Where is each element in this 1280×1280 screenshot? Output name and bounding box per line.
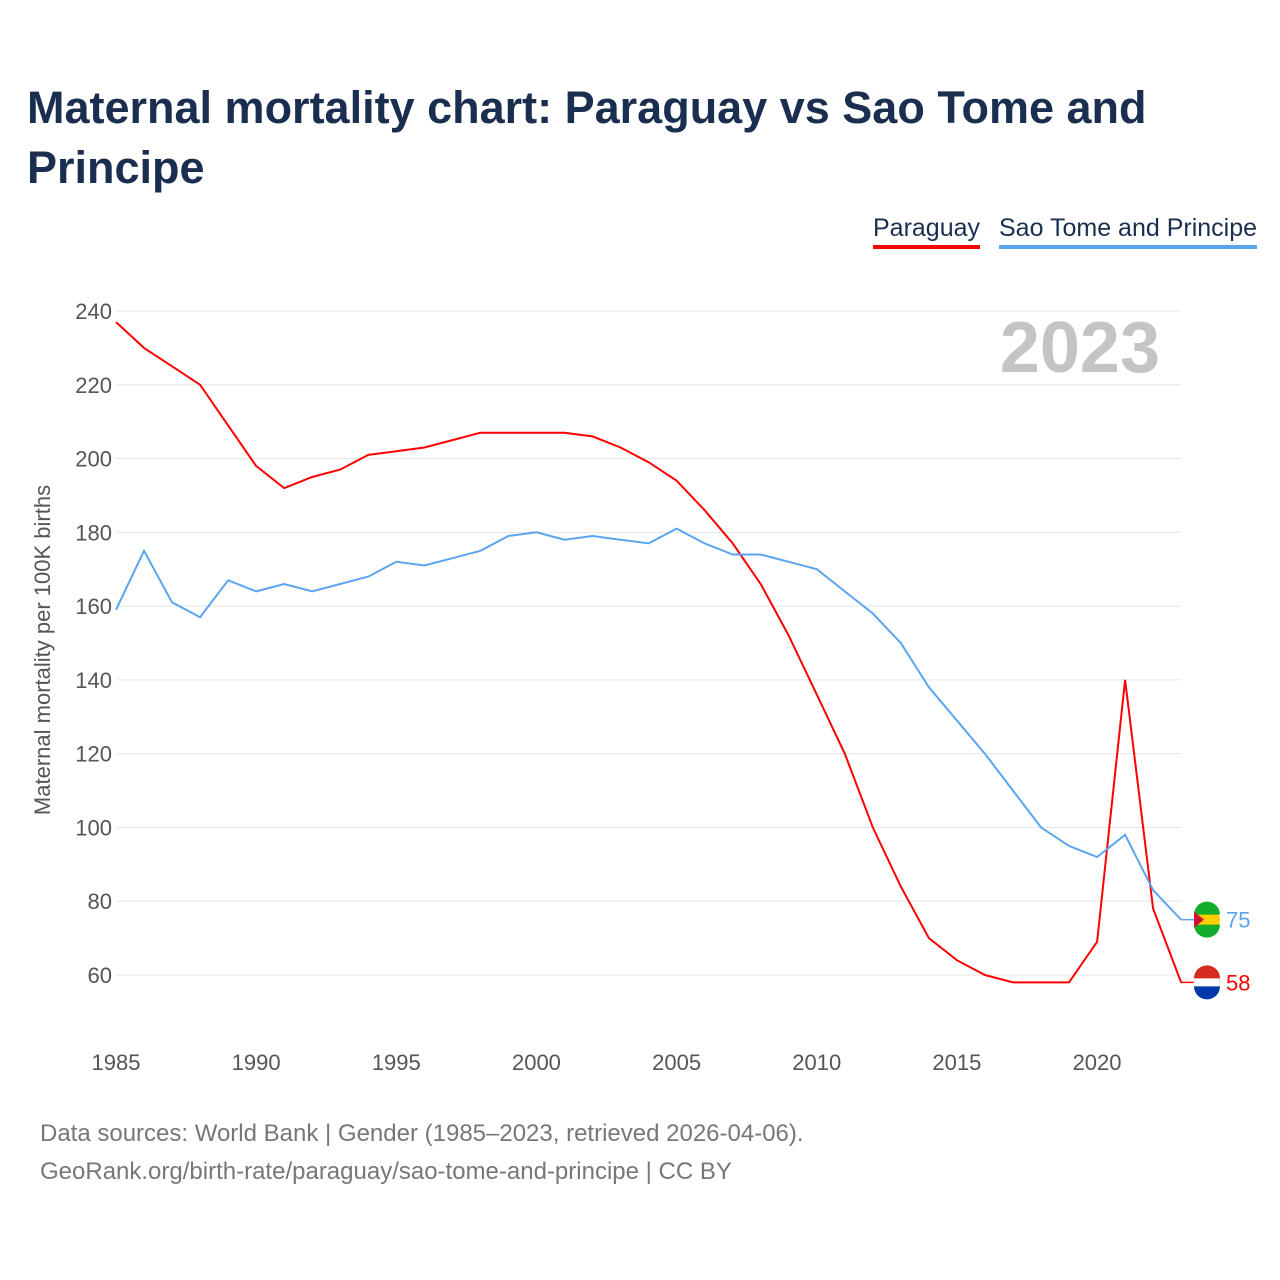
- y-axis-label: Maternal mortality per 100K births: [30, 485, 55, 815]
- y-tick-label: 120: [75, 742, 112, 767]
- x-tick-label: 1990: [232, 1050, 281, 1075]
- series-line-1: [115, 527, 1182, 921]
- series-line-0: [115, 321, 1183, 984]
- flag-green-bottom: [1194, 924, 1220, 938]
- x-tick-label: 2010: [792, 1050, 841, 1075]
- y-tick-label: 220: [75, 373, 112, 398]
- flag-blue-band: [1194, 986, 1220, 1000]
- source-link[interactable]: GeoRank.org/birth-rate/paraguay/sao-tome…: [40, 1158, 732, 1185]
- flag-red-band: [1194, 965, 1220, 979]
- flag-red-triangle: [1194, 911, 1204, 928]
- x-tick-label: 2000: [512, 1050, 561, 1075]
- x-tick-label: 2020: [1073, 1050, 1122, 1075]
- y-tick-label: 80: [88, 889, 112, 914]
- data-source: Data sources: World Bank | Gender (1985–…: [40, 1120, 804, 1147]
- end-value-label: 75: [1226, 908, 1250, 933]
- legend-paraguay[interactable]: Paraguay: [873, 214, 981, 249]
- flag-green-top: [1194, 901, 1220, 915]
- y-tick-label: 160: [75, 594, 112, 619]
- year-label: 2023: [1000, 308, 1160, 388]
- y-tick-label: 200: [75, 447, 112, 472]
- y-tick-label: 240: [75, 299, 112, 324]
- page-title: Maternal mortality chart: Paraguay vs Sa…: [27, 82, 1147, 193]
- x-tick-label: 1985: [92, 1050, 141, 1075]
- x-tick-label: 1995: [372, 1050, 421, 1075]
- y-tick-label: 180: [75, 520, 112, 545]
- x-tick-label: 2005: [652, 1050, 701, 1075]
- legend-sao-tome[interactable]: Sao Tome and Principe: [999, 214, 1258, 249]
- end-value-label: 58: [1226, 970, 1250, 995]
- y-tick-label: 60: [88, 963, 112, 988]
- x-tick-label: 2015: [932, 1050, 981, 1075]
- y-tick-label: 140: [75, 668, 112, 693]
- y-tick-label: 100: [75, 815, 112, 840]
